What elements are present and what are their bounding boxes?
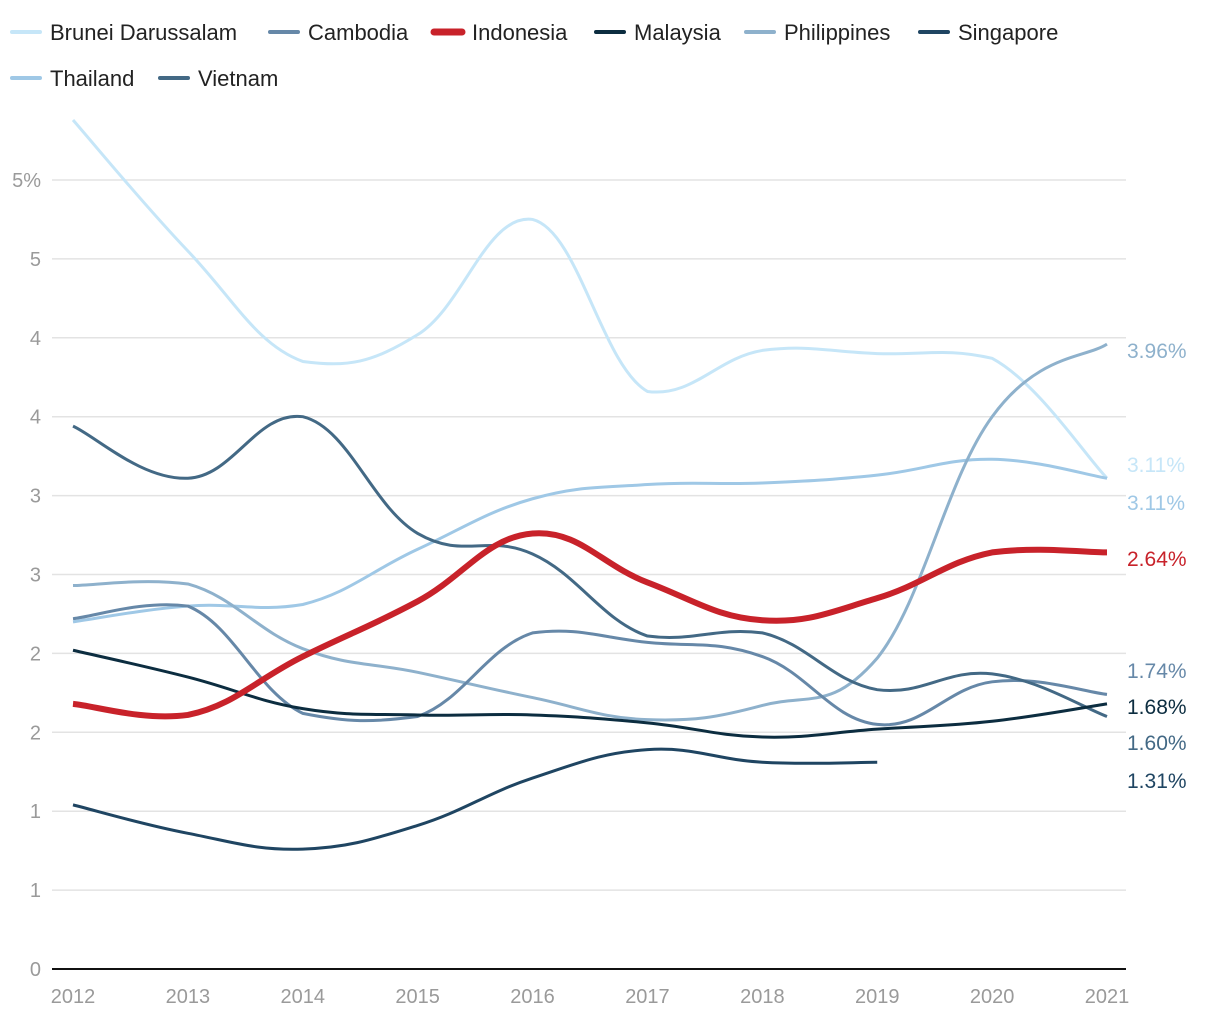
y-tick-label: 4 — [30, 328, 41, 350]
legend: Brunei Darussalam Cambodia Indonesia Malays… — [10, 20, 1058, 91]
x-axis-tick-labels: 2012 2013 2014 2015 2016 2017 2018 2019 2020 2021 — [51, 986, 1130, 1008]
end-label-philippines: 3.96% — [1127, 340, 1187, 363]
gridlines — [52, 179, 1126, 891]
y-tick-label: 0 — [30, 959, 41, 981]
series-line-brunei-darussalam — [71, 119, 1109, 480]
legend-label-singapore: Singapore — [958, 20, 1058, 45]
y-tick-label: 5% — [12, 170, 41, 192]
y-tick-label: 4 — [30, 407, 41, 429]
x-tick-label: 2016 — [510, 986, 555, 1008]
legend-label-thailand: Thailand — [50, 66, 134, 91]
series-line-malaysia — [72, 648, 1108, 739]
end-label-vietnam: 1.60% — [1127, 732, 1187, 755]
series-line-indonesia — [72, 530, 1108, 720]
legend-label-malaysia: Malaysia — [634, 20, 722, 45]
x-tick-label: 2014 — [281, 986, 326, 1008]
series-lines — [71, 119, 1109, 851]
series-line-vietnam — [72, 415, 1108, 718]
legend-label-vietnam: Vietnam — [198, 66, 278, 91]
y-tick-label: 1 — [30, 801, 41, 823]
x-tick-label: 2018 — [740, 986, 785, 1008]
legend-label-cambodia: Cambodia — [308, 20, 409, 45]
series-line-cambodia — [72, 603, 1108, 727]
y-tick-label: 2 — [30, 722, 41, 744]
x-tick-label: 2013 — [166, 986, 211, 1008]
end-label-brunei-darussalam: 3.11% — [1127, 454, 1185, 477]
series-line-philippines — [72, 342, 1108, 722]
x-tick-label: 2020 — [970, 986, 1015, 1008]
x-tick-label: 2021 — [1085, 986, 1130, 1008]
series-line-singapore — [72, 747, 878, 851]
y-tick-label: 5 — [30, 249, 41, 271]
legend-label-brunei-darussalam: Brunei Darussalam — [50, 20, 237, 45]
y-tick-label: 2 — [30, 643, 41, 665]
end-label-malaysia: 1.68% — [1127, 696, 1187, 719]
y-tick-label: 3 — [30, 486, 41, 508]
end-label-singapore: 1.31% — [1127, 770, 1187, 793]
end-label-thailand: 3.11% — [1127, 492, 1185, 515]
y-axis-tick-labels: 0 1 1 2 2 3 3 4 4 5 5% — [12, 170, 41, 981]
x-tick-label: 2017 — [625, 986, 670, 1008]
end-value-labels: 3.11% 1.74% 2.64% 1.68% 3.96% 1.31% 3.11% 1.60% — [1127, 340, 1187, 793]
legend-label-indonesia: Indonesia — [472, 20, 568, 45]
y-tick-label: 1 — [30, 880, 41, 902]
x-tick-label: 2019 — [855, 986, 900, 1008]
end-label-indonesia: 2.64% — [1127, 548, 1187, 571]
legend-label-philippines: Philippines — [784, 20, 890, 45]
x-tick-label: 2015 — [395, 986, 440, 1008]
series-line-thailand — [72, 457, 1108, 624]
y-tick-label: 3 — [30, 565, 41, 587]
x-tick-label: 2012 — [51, 986, 96, 1008]
end-label-cambodia: 1.74% — [1127, 660, 1187, 683]
